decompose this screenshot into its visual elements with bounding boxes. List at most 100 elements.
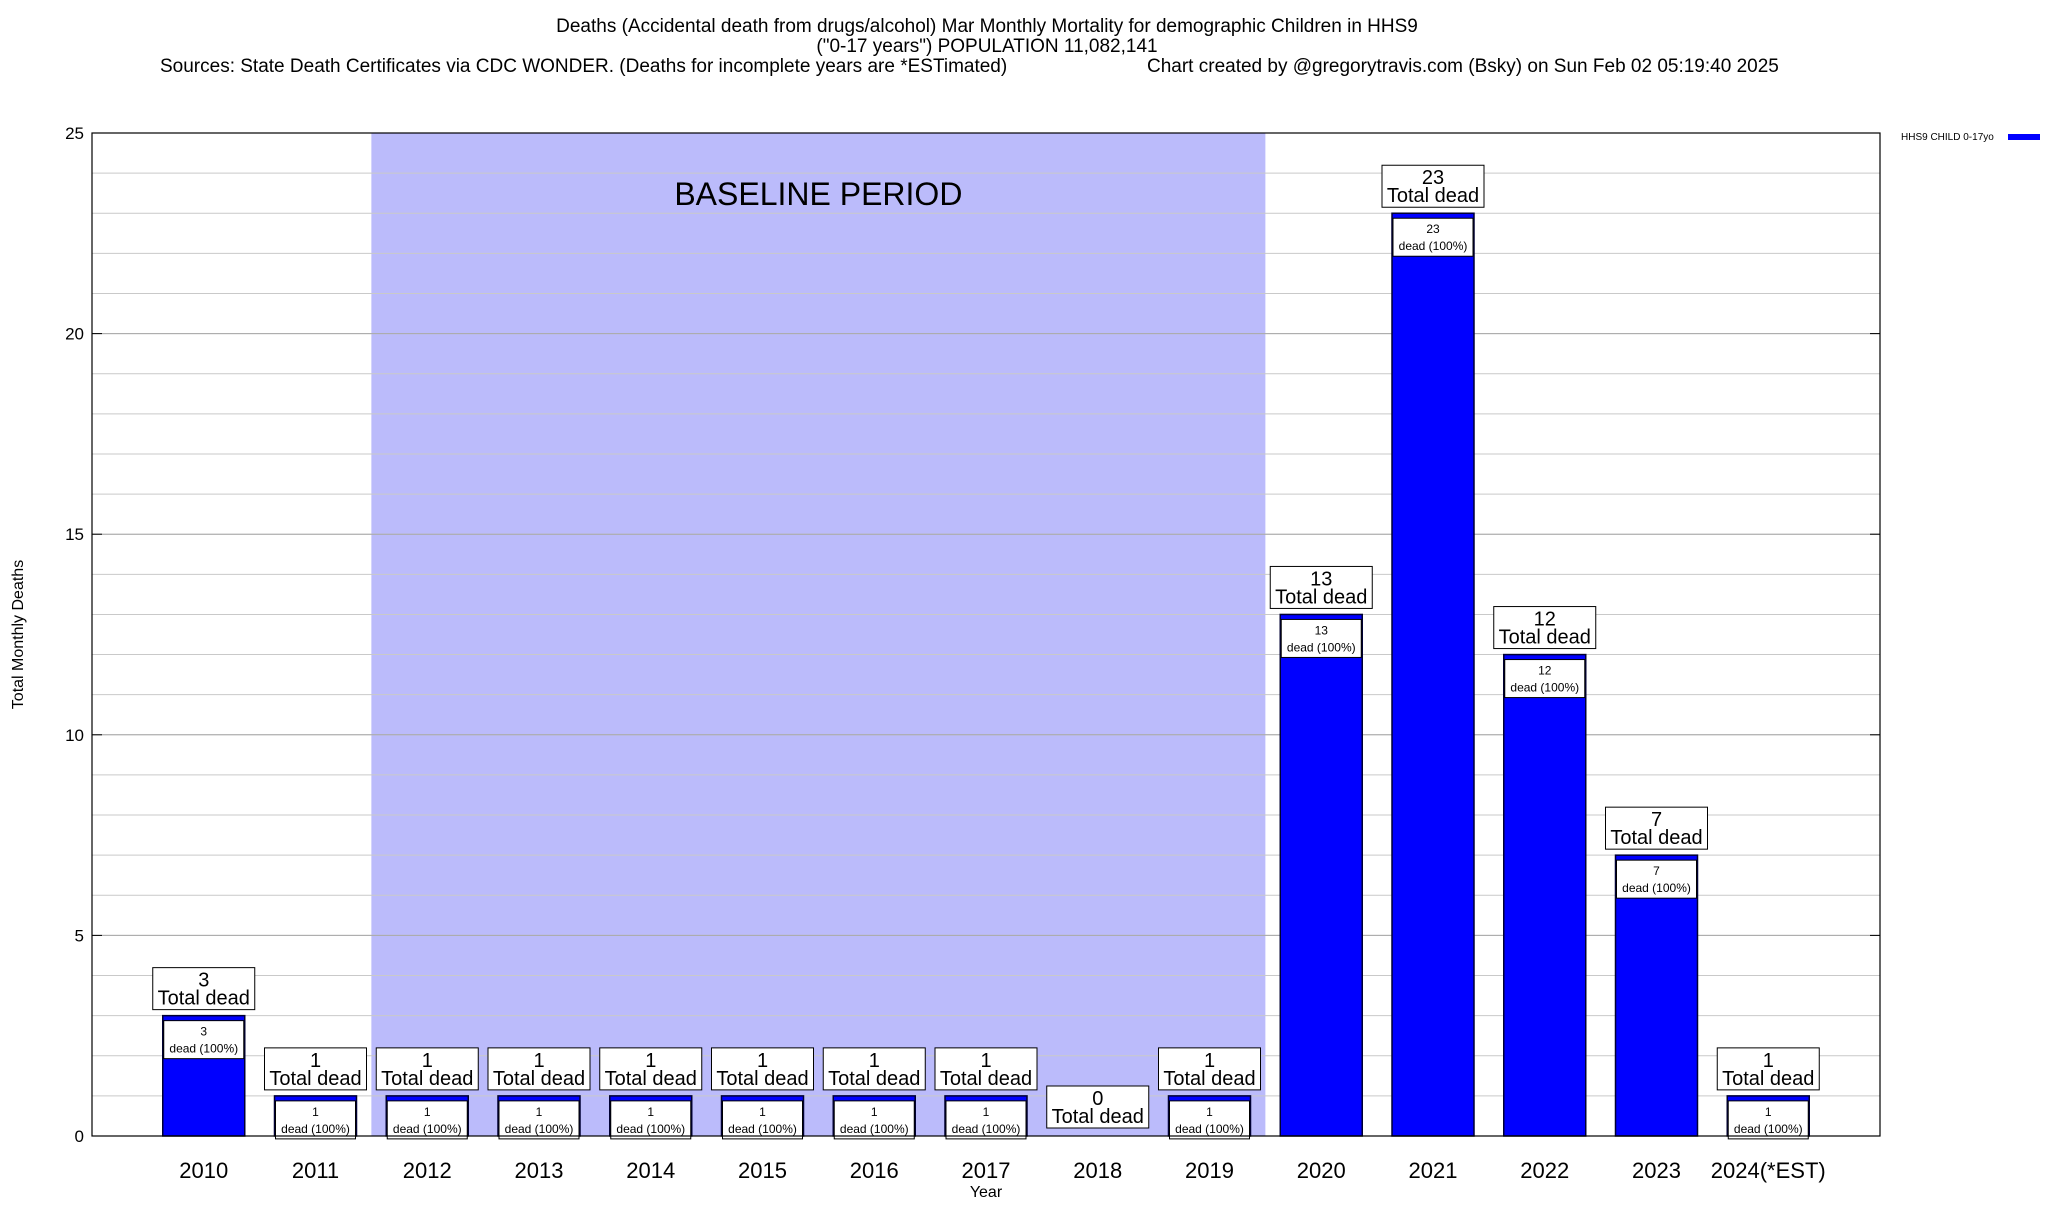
baseline-period-region: [371, 133, 1266, 1136]
bar-2022: [1503, 653, 1587, 1137]
total-value-label: 7: [1651, 809, 1662, 831]
total-label-box-2022: [1493, 606, 1597, 650]
legend-swatch: [2008, 134, 2040, 140]
total-value-label: 1: [645, 1050, 656, 1072]
x-tick-label: 2023: [1632, 1158, 1681, 1183]
total-label-box-2012: [375, 1047, 479, 1091]
x-tick-label: 2022: [1520, 1158, 1569, 1183]
total-value-label: 23: [1422, 167, 1444, 189]
bar-pct-label: dead (100%): [1734, 1122, 1803, 1136]
bar-inner-box-2022: [1504, 659, 1586, 699]
chart-subtitle: ("0-17 years") POPULATION 11,082,141: [816, 36, 1157, 57]
total-label-box-2017: [934, 1047, 1038, 1091]
total-value-label: 1: [533, 1050, 544, 1072]
total-label-box-2011: [264, 1047, 367, 1091]
total-label-box-2018: [1046, 1085, 1150, 1129]
total-value-label: 1: [980, 1050, 991, 1072]
x-tick-label: 2014: [626, 1158, 675, 1183]
total-dead-label: Total dead: [1722, 1068, 1814, 1090]
bar-value-label: 1: [312, 1105, 319, 1119]
bar-inner-box-2019: [1169, 1100, 1250, 1140]
bar-value-label: 23: [1426, 222, 1440, 236]
total-dead-label: Total dead: [269, 1068, 361, 1090]
total-label-box-2019: [1158, 1047, 1261, 1091]
bar-pct-label: dead (100%): [616, 1122, 685, 1136]
y-tick-label: 0: [75, 1127, 84, 1146]
bar-inner-box-2020: [1280, 618, 1362, 658]
bar-pct-label: dead (100%): [1175, 1122, 1244, 1136]
bar-value-label: 1: [1765, 1105, 1772, 1119]
chart-credit: Chart created by @gregorytravis.com (Bsk…: [1147, 56, 1779, 77]
x-tick-label: 2017: [962, 1158, 1011, 1183]
total-label-box-2024(*EST): [1716, 1047, 1820, 1091]
total-value-label: 1: [310, 1050, 321, 1072]
bar-2021: [1391, 212, 1475, 1137]
total-dead-label: Total dead: [716, 1068, 808, 1090]
x-tick-label: 2012: [403, 1158, 452, 1183]
total-dead-label: Total dead: [940, 1068, 1032, 1090]
total-value-label: 3: [198, 970, 209, 992]
total-value-label: 1: [422, 1050, 433, 1072]
bar-pct-label: dead (100%): [1622, 881, 1691, 895]
total-value-label: 13: [1310, 568, 1332, 590]
y-tick-label: 10: [65, 726, 84, 745]
bar-inner-box-2024(*EST): [1727, 1100, 1809, 1140]
total-value-label: 1: [1763, 1050, 1774, 1072]
bar-pct-label: dead (100%): [952, 1122, 1021, 1136]
total-value-label: 0: [1092, 1088, 1103, 1110]
x-tick-label: 2020: [1297, 1158, 1346, 1183]
total-dead-label: Total dead: [1387, 185, 1479, 207]
x-tick-label: 2013: [515, 1158, 564, 1183]
y-tick-label: 15: [65, 525, 84, 544]
chart-sources: Sources: State Death Certificates via CD…: [160, 56, 1007, 77]
bar-pct-label: dead (100%): [1399, 239, 1468, 253]
bar-pct-label: dead (100%): [393, 1122, 462, 1136]
total-value-label: 1: [757, 1050, 768, 1072]
bar-value-label: 1: [424, 1105, 431, 1119]
bar-value-label: 7: [1653, 864, 1660, 878]
y-tick-label: 20: [65, 325, 84, 344]
total-value-label: 12: [1534, 609, 1556, 631]
x-tick-label: 2015: [738, 1158, 787, 1183]
bar-value-label: 1: [759, 1105, 766, 1119]
bar-inner-box-2012: [386, 1100, 468, 1140]
bar-inner-box-2021: [1392, 217, 1474, 257]
total-dead-label: Total dead: [1052, 1106, 1144, 1128]
bar-inner-box-2016: [833, 1100, 915, 1140]
x-tick-label: 2021: [1409, 1158, 1458, 1183]
bar-inner-box-2014: [610, 1100, 692, 1140]
bar-value-label: 1: [983, 1105, 990, 1119]
bar-inner-box-2011: [275, 1100, 356, 1140]
legend-label: HHS9 CHILD 0-17yo: [1901, 132, 1994, 143]
bar-inner-box-2015: [722, 1100, 803, 1140]
total-label-box-2014: [599, 1047, 703, 1091]
total-dead-label: Total dead: [1499, 627, 1591, 649]
bar-2020: [1279, 613, 1363, 1137]
total-dead-label: Total dead: [381, 1068, 473, 1090]
total-value-label: 1: [869, 1050, 880, 1072]
total-dead-label: Total dead: [1275, 586, 1367, 608]
x-tick-label: 2019: [1185, 1158, 1234, 1183]
x-axis-title: Year: [970, 1184, 1003, 1200]
bar-inner-box-2017: [945, 1100, 1027, 1140]
bar-value-label: 1: [536, 1105, 543, 1119]
total-label-box-2023: [1605, 806, 1708, 850]
bar-pct-label: dead (100%): [840, 1122, 909, 1136]
total-label-box-2016: [822, 1047, 926, 1091]
total-value-label: 1: [1204, 1050, 1215, 1072]
chart-title: Deaths (Accidental death from drugs/alco…: [556, 16, 1418, 37]
bar-value-label: 1: [647, 1105, 654, 1119]
bar-value-label: 1: [871, 1105, 878, 1119]
total-dead-label: Total dead: [1610, 827, 1702, 849]
y-tick-label: 25: [65, 124, 84, 143]
y-axis-title: Total Monthly Deaths: [10, 560, 27, 709]
total-label-box-2013: [487, 1047, 591, 1091]
bar-pct-label: dead (100%): [728, 1122, 797, 1136]
total-label-box-2010: [152, 967, 256, 1011]
bar-pct-label: dead (100%): [1510, 681, 1579, 695]
total-dead-label: Total dead: [828, 1068, 920, 1090]
x-tick-label: 2016: [850, 1158, 899, 1183]
total-label-box-2020: [1269, 565, 1373, 609]
